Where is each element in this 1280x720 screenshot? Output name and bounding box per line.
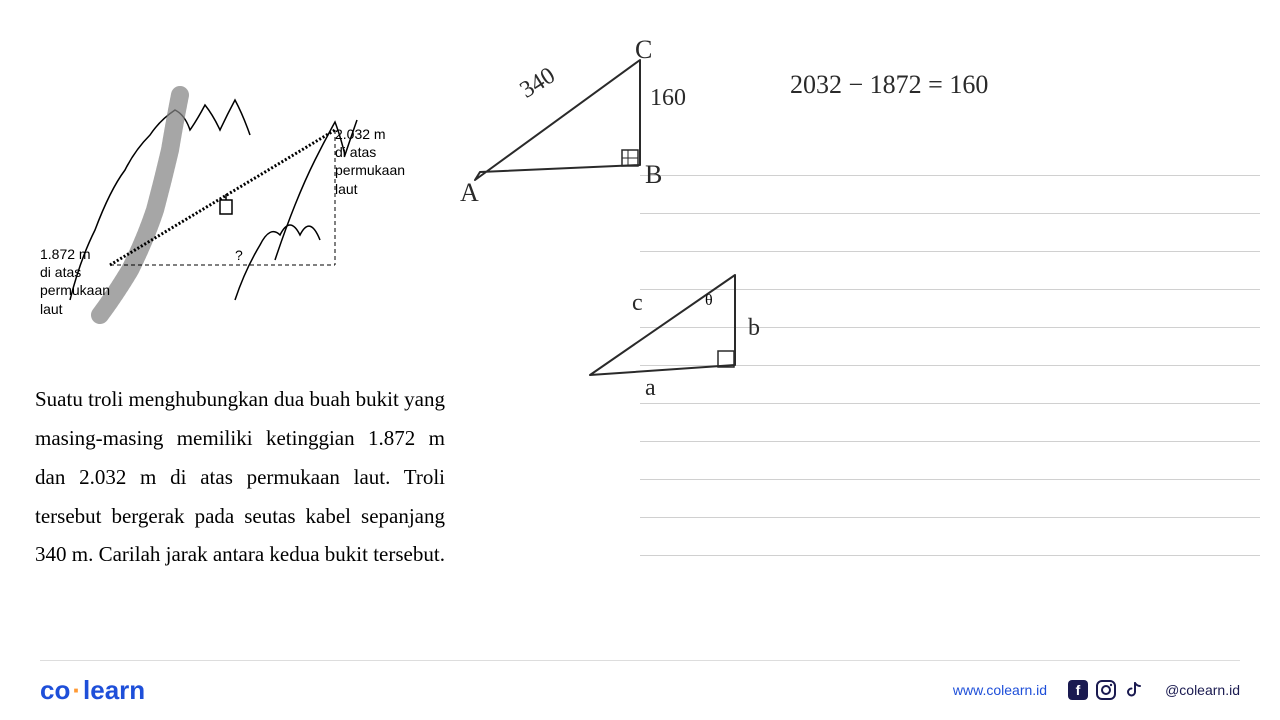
label-left-height: 1.872 mdi ataspermukaanlaut	[40, 245, 110, 318]
ruled-line	[640, 517, 1260, 518]
svg-text:θ: θ	[705, 292, 713, 309]
label-right-height: 2.032 mdi ataspermukaanlaut	[335, 125, 405, 198]
triangle2-sketch: θ	[580, 255, 800, 405]
problem-text: Suatu troli menghubungkan dua buah bukit…	[35, 380, 445, 574]
social-icons: f	[1067, 679, 1145, 701]
vertex-a: A	[460, 178, 479, 208]
logo-learn: learn	[83, 675, 145, 705]
side-b: b	[748, 315, 760, 342]
svg-text:?: ?	[235, 247, 243, 263]
hyp-c: c	[632, 290, 643, 317]
svg-text:f: f	[1076, 682, 1081, 698]
social-handle: @colearn.id	[1165, 682, 1240, 698]
logo-dot: ·	[72, 675, 81, 705]
ruled-line	[640, 251, 1260, 252]
vertex-c: C	[635, 35, 652, 65]
content-area: ? 2.032 mdi ataspermukaanlaut 1.872 mdi …	[0, 0, 1280, 660]
equation-text: 2032 − 1872 = 160	[790, 70, 988, 100]
triangle1-sketch	[460, 30, 710, 200]
left-column: ? 2.032 mdi ataspermukaanlaut 1.872 mdi …	[35, 60, 445, 574]
ruled-line	[640, 213, 1260, 214]
ruled-line	[640, 479, 1260, 480]
ruled-line	[640, 175, 1260, 176]
ruled-line	[640, 555, 1260, 556]
vertex-b: B	[645, 160, 662, 190]
side-a: a	[645, 375, 656, 402]
side-160: 160	[650, 85, 686, 112]
footer-right: www.colearn.id f @colearn.id	[953, 679, 1240, 701]
website-link[interactable]: www.colearn.id	[953, 682, 1047, 698]
logo-co: co	[40, 675, 70, 705]
footer: co·learn www.colearn.id f @colearn.id	[0, 660, 1280, 720]
facebook-icon[interactable]: f	[1067, 679, 1089, 701]
ruled-line	[640, 441, 1260, 442]
footer-separator	[40, 660, 1240, 661]
tiktok-icon[interactable]	[1123, 679, 1145, 701]
instagram-icon[interactable]	[1095, 679, 1117, 701]
work-area: 2032 − 1872 = 160 A B C 340 160 θ a b c	[460, 30, 1260, 630]
problem-diagram: ? 2.032 mdi ataspermukaanlaut 1.872 mdi …	[35, 60, 385, 340]
logo: co·learn	[40, 675, 145, 706]
